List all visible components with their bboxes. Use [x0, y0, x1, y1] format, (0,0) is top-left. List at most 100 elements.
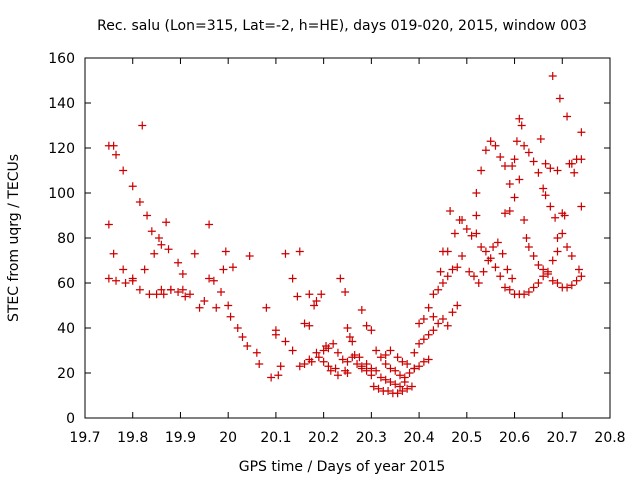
data-point [546, 164, 555, 173]
data-point [548, 72, 557, 80]
data-point [553, 234, 562, 242]
y-tick-label: 20 [57, 366, 75, 382]
data-point [458, 252, 467, 260]
data-point [501, 283, 509, 292]
data-point [367, 364, 376, 373]
data-point [563, 243, 572, 251]
data-point [143, 211, 152, 220]
data-point [548, 276, 557, 285]
x-axis-label: GPS time / Days of year 2015 [239, 459, 446, 475]
data-point [324, 344, 333, 353]
data-point [469, 272, 478, 281]
data-point [429, 326, 438, 335]
data-point [462, 225, 471, 233]
data-point [104, 274, 113, 283]
data-point [410, 364, 419, 373]
data-point [157, 240, 166, 249]
data-point [496, 153, 505, 161]
data-point [510, 155, 519, 164]
data-point [281, 249, 290, 258]
data-point [419, 315, 428, 323]
data-point [205, 220, 214, 229]
data-point [228, 263, 237, 272]
data-point [331, 364, 340, 373]
data-point [534, 261, 543, 269]
x-tick-label: 20.6 [499, 430, 530, 446]
data-point [481, 247, 490, 256]
data-point [159, 290, 168, 299]
data-point [391, 366, 400, 375]
data-point [424, 330, 433, 339]
data-point [415, 319, 424, 328]
data-point [472, 189, 481, 197]
data-point [367, 326, 376, 335]
data-point [362, 366, 371, 375]
data-point [403, 360, 412, 368]
data-point [419, 335, 428, 344]
data-point [486, 137, 495, 146]
data-point [355, 353, 364, 362]
data-point [281, 337, 290, 346]
data-point [419, 357, 428, 366]
data-point [336, 274, 345, 283]
data-point [238, 333, 247, 341]
data-point [539, 265, 548, 274]
data-point [305, 321, 314, 330]
data-point [338, 355, 347, 364]
x-tick-label: 20.3 [356, 430, 387, 446]
data-point [147, 227, 156, 236]
data-point [381, 351, 390, 359]
data-point [343, 357, 352, 366]
y-tick-label: 40 [57, 321, 75, 337]
x-tick-label: 20 [219, 430, 237, 446]
data-point [570, 168, 579, 177]
data-point [458, 216, 467, 224]
data-point [520, 216, 529, 224]
data-point [252, 348, 261, 357]
data-point [381, 375, 390, 384]
data-point [448, 308, 457, 317]
data-point [541, 159, 550, 168]
data-point [333, 348, 342, 357]
data-point [415, 339, 424, 348]
data-point [415, 362, 424, 371]
data-point [505, 180, 514, 188]
data-point [539, 184, 548, 193]
data-point [448, 265, 457, 274]
data-point [109, 249, 118, 258]
data-point [326, 366, 335, 375]
data-point [128, 182, 137, 191]
data-point [181, 292, 190, 301]
data-point [481, 146, 490, 155]
data-point [517, 121, 526, 130]
data-point [233, 324, 242, 332]
data-point [400, 373, 409, 382]
data-point [314, 353, 323, 362]
data-point [472, 229, 481, 238]
data-point [138, 121, 147, 130]
data-point [546, 202, 555, 211]
data-point [357, 306, 366, 314]
data-point [553, 279, 562, 287]
data-point [493, 238, 502, 247]
data-point [577, 155, 586, 164]
data-point [484, 256, 493, 265]
data-point [453, 263, 462, 272]
data-point [367, 371, 376, 380]
data-point [436, 267, 445, 276]
data-point [119, 265, 128, 274]
data-point [362, 321, 371, 330]
data-point [319, 357, 328, 366]
data-points [104, 72, 586, 398]
data-point [154, 234, 163, 242]
data-point [501, 209, 509, 218]
x-tick-label: 19.8 [117, 430, 148, 446]
data-point [450, 229, 459, 238]
y-tick-label: 0 [66, 411, 75, 427]
data-point [166, 285, 175, 294]
data-point [563, 112, 572, 121]
x-tick-label: 20.4 [404, 430, 435, 446]
data-point [405, 369, 414, 377]
data-point [524, 148, 533, 157]
data-point [243, 342, 252, 350]
